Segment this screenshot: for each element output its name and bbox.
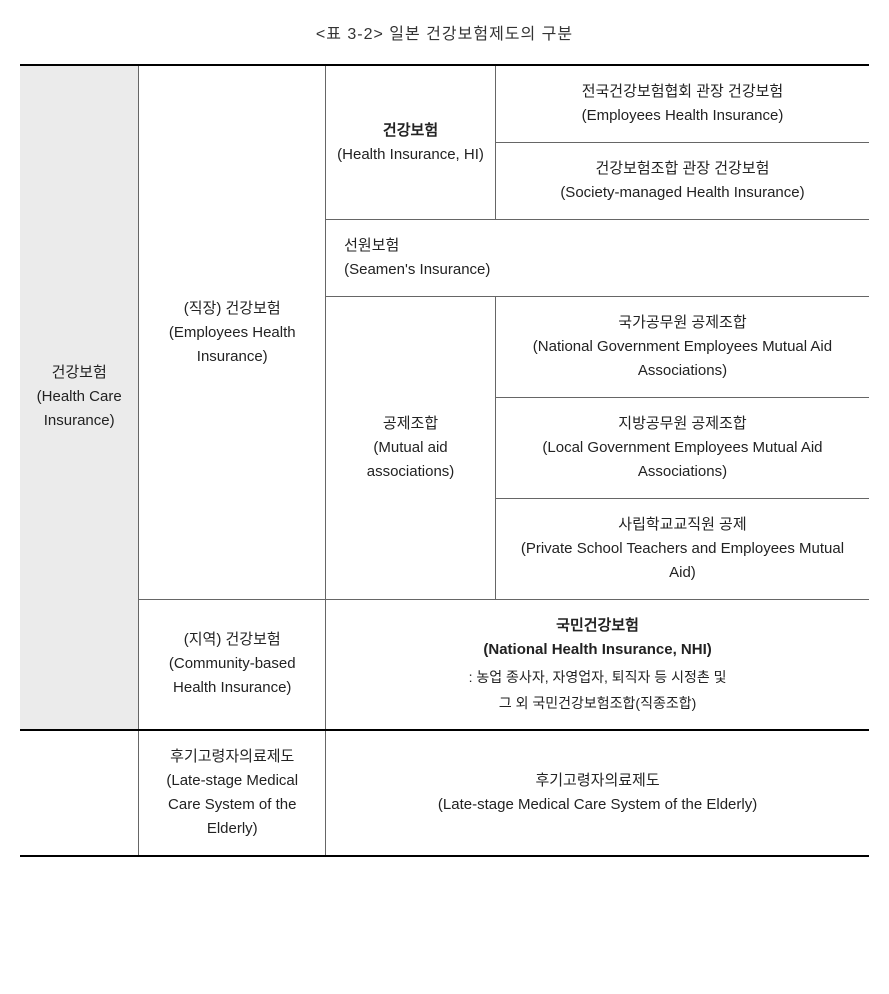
cell-kr: 사립학교교직원 공제 bbox=[506, 513, 859, 537]
cell-kr: 국가공무원 공제조합 bbox=[506, 311, 859, 335]
cell-kr: (직장) 건강보험 bbox=[149, 297, 315, 321]
cell-en: (Employees Health Insurance) bbox=[506, 104, 859, 128]
level2-late-stage: 후기고령자의료제도 (Late-stage Medical Care Syste… bbox=[139, 730, 326, 856]
cell-note1: : 농업 종사자, 자영업자, 퇴직자 등 시정촌 및 bbox=[336, 666, 859, 688]
cell-en: (National Government Employees Mutual Ai… bbox=[506, 335, 859, 383]
cell-en: (National Health Insurance, NHI) bbox=[336, 638, 859, 662]
level3-late-stage-detail: 후기고령자의료제도 (Late-stage Medical Care Syste… bbox=[326, 730, 869, 856]
cell-kr: 선원보험 bbox=[344, 234, 859, 258]
cell-en: (Health Insurance, HI) bbox=[336, 143, 485, 167]
cell-en: (Seamen's Insurance) bbox=[344, 258, 859, 282]
cell-kr: 국민건강보험 bbox=[336, 614, 859, 638]
cell-kr: 공제조합 bbox=[336, 412, 485, 436]
level1-health-care-insurance: 건강보험 (Health Care Insurance) bbox=[20, 65, 139, 730]
level1-empty bbox=[20, 730, 139, 856]
cell-kr: 건강보험 bbox=[336, 119, 485, 143]
cell-en: (Community-based Health Insurance) bbox=[149, 652, 315, 700]
cell-kr: (지역) 건강보험 bbox=[149, 628, 315, 652]
cell-note2: 그 외 국민건강보험조합(직종조합) bbox=[336, 692, 859, 714]
cell-kr: 전국건강보험협회 관장 건강보험 bbox=[506, 80, 859, 104]
cell-kr: 건강보험조합 관장 건강보험 bbox=[506, 157, 859, 181]
table-caption: <표 3-2> 일본 건강보험제도의 구분 bbox=[20, 20, 869, 44]
cell-en: (Late-stage Medical Care System of the E… bbox=[149, 769, 315, 841]
level3-seamen: 선원보험 (Seamen's Insurance) bbox=[326, 220, 869, 297]
cell-en: (Local Government Employees Mutual Aid A… bbox=[506, 436, 859, 484]
cell-en: (Society-managed Health Insurance) bbox=[506, 181, 859, 205]
level3-nhi: 국민건강보험 (National Health Insurance, NHI) … bbox=[326, 600, 869, 730]
cell-kr: 지방공무원 공제조합 bbox=[506, 412, 859, 436]
level4-national-gov: 국가공무원 공제조합 (National Government Employee… bbox=[495, 297, 869, 398]
cell-kr: 건강보험 bbox=[30, 361, 128, 385]
cell-en: (Health Care Insurance) bbox=[30, 385, 128, 433]
cell-en: (Private School Teachers and Employees M… bbox=[506, 537, 859, 585]
cell-kr: 후기고령자의료제도 bbox=[336, 769, 859, 793]
cell-en: (Employees Health Insurance) bbox=[149, 321, 315, 369]
level2-employees: (직장) 건강보험 (Employees Health Insurance) bbox=[139, 65, 326, 600]
level3-mutual-aid: 공제조합 (Mutual aid associations) bbox=[326, 297, 496, 600]
level4-society-managed: 건강보험조합 관장 건강보험 (Society-managed Health I… bbox=[495, 143, 869, 220]
level4-employees-hi: 전국건강보험협회 관장 건강보험 (Employees Health Insur… bbox=[495, 65, 869, 143]
classification-table: 건강보험 (Health Care Insurance) (직장) 건강보험 (… bbox=[20, 64, 869, 857]
level4-private-school: 사립학교교직원 공제 (Private School Teachers and … bbox=[495, 499, 869, 600]
level3-health-insurance: 건강보험 (Health Insurance, HI) bbox=[326, 65, 496, 220]
level2-community: (지역) 건강보험 (Community-based Health Insura… bbox=[139, 600, 326, 730]
level4-local-gov: 지방공무원 공제조합 (Local Government Employees M… bbox=[495, 398, 869, 499]
cell-en: (Mutual aid associations) bbox=[336, 436, 485, 484]
cell-en: (Late-stage Medical Care System of the E… bbox=[336, 793, 859, 817]
cell-kr: 후기고령자의료제도 bbox=[149, 745, 315, 769]
